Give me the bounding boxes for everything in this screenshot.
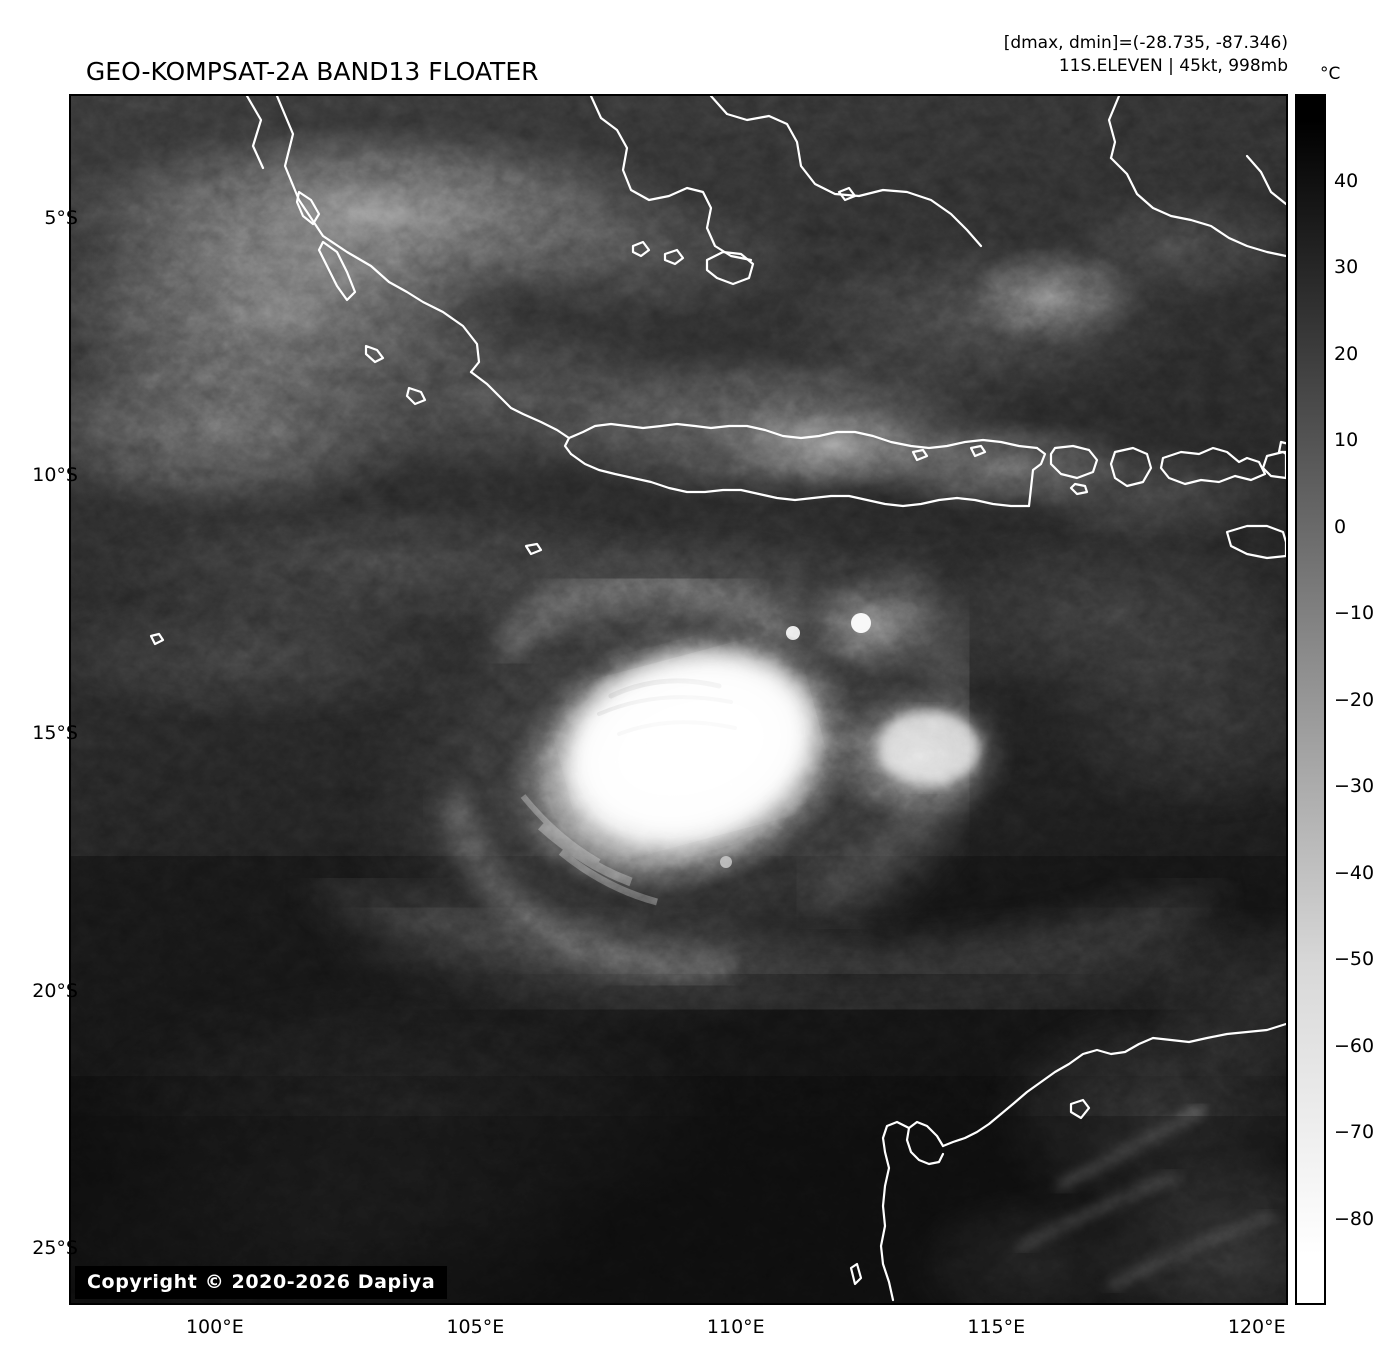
x-tick-label: 110°E: [706, 1316, 765, 1338]
colorbar-tick-label: −20: [1334, 688, 1375, 711]
coastline-overlay: [149, 96, 1286, 1302]
colorbar-tick-label: 30: [1334, 256, 1359, 278]
y-tick-label: 5°S: [44, 206, 78, 229]
x-tick-label: 105°E: [446, 1316, 505, 1338]
colorbar-tick-label: 10: [1334, 429, 1359, 451]
dmax-dmin-readout: [dmax, dmin]=(-28.735, -87.346): [1003, 33, 1288, 53]
colorbar-tick-label: −10: [1334, 602, 1375, 624]
colorbar-tick-label: −40: [1334, 861, 1375, 884]
colorbar-unit-label: °C: [1320, 64, 1341, 84]
satellite-infrared-imagery: [71, 96, 1286, 1303]
colorbar-tick-label: −70: [1334, 1121, 1375, 1143]
colorbar-tick-label: −60: [1334, 1034, 1375, 1057]
title-line-1: GEO-KOMPSAT-2A BAND13 FLOATER: [85, 57, 539, 86]
x-tick-label: 115°E: [967, 1316, 1026, 1338]
copyright-notice: Copyright © 2020-2026 Dapiya: [75, 1266, 448, 1299]
temperature-colorbar[interactable]: [1295, 94, 1326, 1305]
satellite-image-plot[interactable]: Copyright © 2020-2026 Dapiya: [69, 94, 1288, 1305]
y-tick-label: 20°S: [32, 979, 78, 1002]
colorbar-tick-label: −80: [1334, 1207, 1375, 1230]
colorbar-tick-label: 40: [1334, 169, 1359, 192]
colorbar-tick-label: −50: [1334, 948, 1375, 970]
storm-metadata: [dmax, dmin]=(-28.735, -87.346) 11S.ELEV…: [1004, 32, 1288, 78]
colorbar-tick-label: 20: [1334, 342, 1359, 365]
x-tick-label: 100°E: [185, 1316, 244, 1338]
y-tick-label: 10°S: [32, 464, 78, 487]
colorbar-tick-label: 0: [1334, 515, 1347, 538]
colorbar-tick-label: −30: [1334, 775, 1375, 797]
x-tick-label: 120°E: [1227, 1316, 1286, 1338]
y-tick-label: 15°S: [32, 721, 78, 744]
storm-intensity-readout: 11S.ELEVEN | 45kt, 998mb: [1058, 56, 1288, 76]
y-tick-label: 25°S: [32, 1237, 78, 1260]
